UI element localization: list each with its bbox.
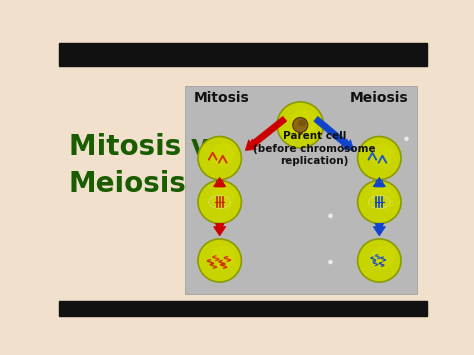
Ellipse shape	[277, 102, 324, 148]
Polygon shape	[245, 116, 287, 151]
Ellipse shape	[328, 214, 333, 218]
Ellipse shape	[357, 137, 401, 180]
Bar	[59, 43, 427, 66]
Bar	[59, 301, 427, 316]
Ellipse shape	[198, 239, 241, 282]
Text: Parent cell
(before chromosome
replication): Parent cell (before chromosome replicati…	[253, 131, 375, 166]
Polygon shape	[314, 116, 354, 151]
Ellipse shape	[211, 143, 235, 167]
Ellipse shape	[198, 137, 241, 180]
Ellipse shape	[371, 143, 394, 167]
Ellipse shape	[291, 109, 317, 134]
Polygon shape	[213, 178, 226, 187]
Ellipse shape	[293, 118, 308, 132]
Ellipse shape	[357, 239, 401, 282]
Text: Mitosis vs
Meiosis: Mitosis vs Meiosis	[69, 133, 225, 198]
Polygon shape	[373, 224, 385, 236]
Ellipse shape	[371, 245, 394, 269]
Text: Meiosis: Meiosis	[350, 91, 409, 105]
Polygon shape	[213, 224, 226, 236]
Bar	[185, 87, 417, 294]
Text: Mitosis: Mitosis	[194, 91, 250, 105]
Ellipse shape	[211, 187, 235, 211]
Polygon shape	[373, 178, 385, 187]
Ellipse shape	[298, 120, 306, 127]
Ellipse shape	[404, 137, 409, 141]
Ellipse shape	[211, 245, 235, 269]
Ellipse shape	[328, 260, 333, 264]
Ellipse shape	[371, 187, 394, 211]
Ellipse shape	[198, 180, 241, 224]
Ellipse shape	[357, 180, 401, 224]
